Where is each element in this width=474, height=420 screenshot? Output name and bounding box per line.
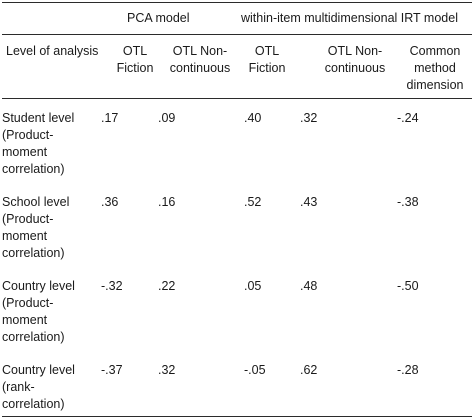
row-value-irt-fiction: .52 <box>244 195 262 209</box>
row-value-common-method: -.24 <box>397 111 419 125</box>
row-value-irt-fiction: .05 <box>244 279 262 293</box>
table-top-rule <box>2 2 472 3</box>
row-value-pca-fiction: -.37 <box>101 363 123 377</box>
row-value-irt-noncontinuous: .48 <box>300 279 318 293</box>
row-value-common-method: -.50 <box>397 279 419 293</box>
table-bottom-rule <box>2 416 472 417</box>
group-header-rule <box>2 34 472 35</box>
row-label: Student level (Product- moment correlati… <box>2 111 75 176</box>
group-header-irt: within-item multidimensional IRT model <box>241 11 458 25</box>
row-value-irt-noncontinuous: .43 <box>300 195 318 209</box>
col-header-pca-fiction: OTL Fiction <box>116 44 154 75</box>
row-value-irt-fiction: -.05 <box>244 363 266 377</box>
row-value-pca-noncontinuous: .09 <box>158 111 176 125</box>
row-label: Country level (Product- moment correlati… <box>2 279 75 344</box>
row-value-pca-noncontinuous: .22 <box>158 279 176 293</box>
row-value-common-method: -.38 <box>397 195 419 209</box>
row-value-pca-noncontinuous: .16 <box>158 195 176 209</box>
col-header-irt-noncontinuous: OTL Non- continuous <box>324 44 386 75</box>
row-value-irt-noncontinuous: .62 <box>300 363 318 377</box>
row-label: Country level (rank- correlation) <box>2 363 75 411</box>
row-value-irt-fiction: .40 <box>244 111 262 125</box>
row-value-irt-noncontinuous: .32 <box>300 111 318 125</box>
row-value-pca-fiction: -.32 <box>101 279 123 293</box>
col-header-pca-noncontinuous: OTL Non- continuous <box>169 44 231 75</box>
col-header-level: Level of analysis <box>6 44 99 58</box>
row-value-pca-fiction: .17 <box>101 111 119 125</box>
col-header-irt-fiction: OTL Fiction <box>248 44 286 75</box>
row-value-common-method: -.28 <box>397 363 419 377</box>
column-header-rule <box>2 98 472 99</box>
row-value-pca-noncontinuous: .32 <box>158 363 176 377</box>
group-header-pca: PCA model <box>127 11 190 25</box>
row-label: School level (Product- moment correlatio… <box>2 195 70 260</box>
col-header-common-method: Common method dimension <box>406 44 464 92</box>
row-value-pca-fiction: .36 <box>101 195 119 209</box>
